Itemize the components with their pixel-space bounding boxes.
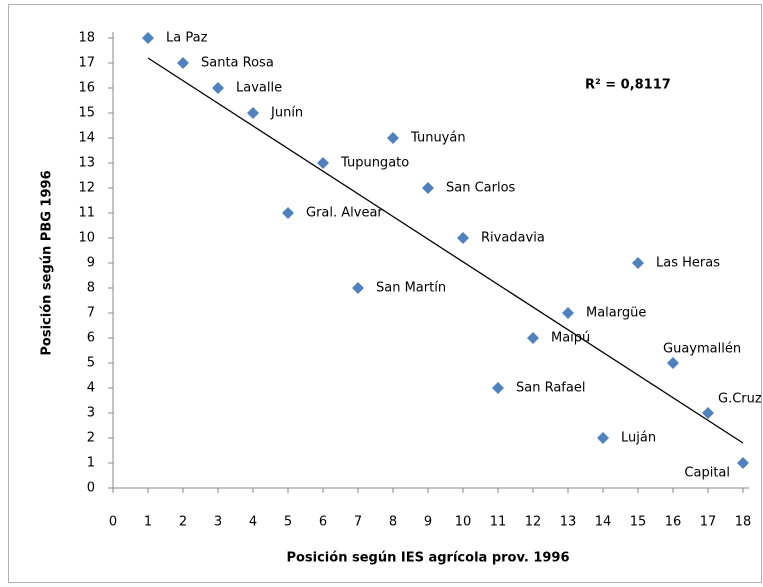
point-label: San Carlos [446,181,516,196]
x-tick-label: 17 [700,515,717,530]
x-tick-label: 14 [595,515,612,530]
marker [667,357,679,369]
y-tick-label: 17 [78,56,95,71]
y-tick-label: 3 [87,406,95,421]
marker [737,457,749,469]
x-tick-label: 13 [560,515,577,530]
y-tick-label: 16 [78,81,95,96]
y-tick-label: 4 [87,381,95,396]
marker [702,407,714,419]
x-tick-label: 12 [525,515,542,530]
point-label: Santa Rosa [201,56,274,71]
y-tick-label: 9 [87,256,95,271]
x-axis-title: Posición según IES agrícola prov. 1996 [286,551,569,566]
marker [247,107,259,119]
x-tick-label: 11 [490,515,507,530]
y-tick-label: 11 [78,206,95,221]
y-tick-label: 0 [87,481,95,496]
point-label: Guaymallén [663,342,741,357]
y-tick-label: 13 [78,156,95,171]
marker [387,132,399,144]
x-tick-label: 16 [665,515,682,530]
x-tick-label: 1 [144,515,152,530]
x-tick-label: 18 [735,515,752,530]
x-tick-label: 5 [284,515,292,530]
y-tick-label: 15 [78,106,95,121]
point-label: Tunuyán [410,131,466,146]
x-tick-label: 15 [630,515,647,530]
marker [422,182,434,194]
y-tick-label: 10 [78,231,95,246]
x-tick-label: 8 [389,515,397,530]
y-tick-label: 7 [87,306,95,321]
x-tick-label: 6 [319,515,327,530]
y-tick-label: 2 [87,431,95,446]
y-tick-label: 6 [87,331,95,346]
r-squared: R² = 0,8117 [585,78,671,93]
x-tick-label: 4 [249,515,257,530]
marker [632,257,644,269]
x-tick-label: 7 [354,515,362,530]
point-label: Tupungato [340,156,409,171]
point-label: San Rafael [516,381,585,396]
y-tick-label: 1 [87,456,95,471]
point-label: Maipú [551,331,590,346]
x-tick-label: 10 [455,515,472,530]
marker [527,332,539,344]
marker [177,57,189,69]
marker [352,282,364,294]
chart-border [8,4,762,583]
marker [282,207,294,219]
y-tick-label: 12 [78,181,95,196]
y-tick-label: 5 [87,356,95,371]
point-label: Junín [270,106,303,121]
point-label: Luján [621,431,656,446]
x-tick-label: 2 [179,515,187,530]
point-label: G.Cruz [718,392,762,407]
marker [597,432,609,444]
plot-area: La Paz Santa Rosa Lavalle Junín TunuyánTupun… [142,31,762,481]
point-label: Capital [684,466,730,481]
y-axis-title: Posición según PBG 1996 [40,170,55,355]
point-label: Las Heras [656,256,720,271]
point-label: Lavalle [236,81,282,96]
point-label: Rivadavia [481,231,545,246]
y-tick-label: 8 [87,281,95,296]
x-tick-label: 0 [109,515,117,530]
point-label: San Martín [376,281,446,296]
y-tick-label: 14 [78,131,95,146]
point-label: Malargüe [586,306,646,321]
marker [142,32,154,44]
marker [562,307,574,319]
marker [212,82,224,94]
point-label: Gral. Alvear [306,206,383,221]
marker [492,382,504,394]
y-tick-label: 18 [78,31,95,46]
x-tick-label: 3 [214,515,222,530]
marker [317,157,329,169]
x-tick-label: 9 [424,515,432,530]
marker [457,232,469,244]
trendline [147,57,744,444]
point-label: La Paz [166,31,208,46]
